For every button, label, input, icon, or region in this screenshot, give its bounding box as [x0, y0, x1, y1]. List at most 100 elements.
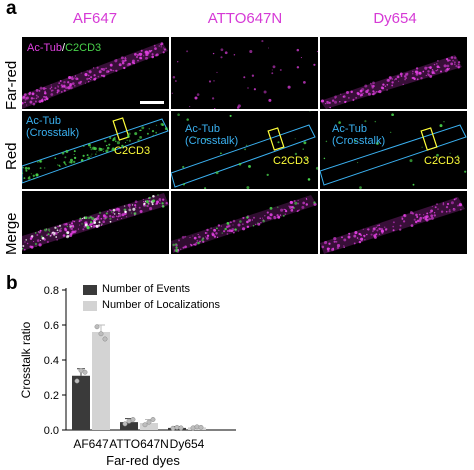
fluorescence-spot	[65, 235, 69, 239]
fluorescence-spot	[288, 205, 290, 207]
fluorescence-spot	[39, 159, 43, 163]
image-merge-af647	[22, 191, 169, 254]
fluorescence-spot	[348, 97, 350, 99]
fluorescence-spot	[93, 224, 96, 228]
fluorescence-spot	[34, 232, 37, 234]
data-point	[126, 418, 132, 424]
fluorescence-spot	[89, 216, 92, 219]
row-label-red: Red	[3, 142, 20, 170]
data-point	[146, 419, 152, 425]
fluorescence-spot	[189, 106, 191, 108]
fluorescence-spot	[37, 231, 40, 233]
fluorescence-spot	[333, 240, 336, 243]
fluorescence-spot	[386, 83, 389, 86]
fluorescence-spot	[394, 79, 396, 81]
speckle-group	[323, 113, 467, 189]
fluorescence-spot	[208, 80, 212, 83]
fluorescence-spot	[121, 61, 125, 65]
fluorescence-spot	[339, 93, 342, 96]
fluorescence-spot	[391, 78, 394, 80]
fluorescence-spot	[205, 236, 207, 238]
fluorescence-spot	[23, 248, 26, 251]
fluorescence-spot	[211, 97, 215, 100]
fluorescence-spot	[69, 228, 71, 230]
fluorescence-spot	[436, 69, 439, 71]
fluorescence-spot	[405, 77, 408, 79]
fluorescence-spot	[271, 69, 273, 71]
fluorescence-spot	[45, 97, 49, 101]
fluorescence-spot	[184, 245, 187, 249]
fluorescence-spot	[237, 230, 240, 232]
fluorescence-spot	[147, 202, 150, 205]
fluorescence-spot	[449, 152, 451, 154]
fluorescence-spot	[119, 212, 122, 215]
fluorescence-spot	[106, 146, 110, 150]
fluorescence-spot	[210, 227, 212, 229]
cilium-red-dy654	[320, 113, 467, 189]
fluorescence-spot	[201, 237, 205, 240]
image-red-dy654: Ac-Tub (Crosstalk) C2CD3	[320, 111, 467, 189]
fluorescence-spot	[24, 166, 28, 170]
fluorescence-spot	[71, 220, 74, 222]
fluorescence-spot	[333, 237, 337, 241]
fluorescence-spot	[244, 148, 246, 151]
fluorescence-spot	[126, 134, 130, 138]
x-tick-label: AF647	[73, 437, 109, 451]
fluorescence-spot	[175, 246, 178, 249]
fluorescence-spot	[177, 239, 181, 242]
fluorescence-spot	[184, 235, 187, 238]
fluorescence-spot	[425, 218, 429, 222]
fluorescence-spot	[375, 233, 378, 236]
fluorescence-spot	[279, 214, 282, 216]
fluorescence-spot	[66, 225, 68, 227]
fluorescence-spot	[307, 178, 311, 181]
fluorescence-spot	[411, 70, 414, 73]
fluorescence-spot	[186, 118, 189, 121]
fluorescence-spot	[283, 208, 285, 211]
fluorescence-spot	[101, 223, 103, 225]
fluorescence-spot	[429, 67, 432, 69]
fluorescence-spot	[457, 204, 459, 207]
fluorescence-spot	[49, 87, 52, 90]
fluorescence-spot	[79, 80, 83, 83]
fluorescence-spot	[26, 104, 28, 106]
fluorescence-spot	[446, 202, 450, 206]
fluorescence-spot	[418, 71, 422, 75]
fluorescence-spot	[73, 220, 76, 223]
fluorescence-spot	[453, 198, 456, 201]
fluorescence-spot	[156, 200, 159, 204]
fluorescence-spot	[415, 213, 418, 217]
fluorescence-spot	[442, 203, 445, 206]
fluorescence-spot	[385, 227, 388, 231]
fluorescence-spot	[73, 156, 77, 160]
fluorescence-spot	[91, 153, 93, 155]
fluorescence-spot	[455, 197, 458, 200]
fluorescence-spot	[115, 215, 118, 217]
fluorescence-spot	[420, 76, 423, 80]
fluorescence-spot	[102, 74, 106, 78]
fluorescence-spot	[34, 242, 38, 246]
fluorescence-spot	[387, 78, 390, 82]
fluorescence-spot	[80, 158, 84, 162]
fluorescence-spot	[269, 213, 273, 217]
fluorescence-spot	[309, 111, 311, 112]
fluorescence-spot	[82, 228, 85, 231]
fluorescence-spot	[194, 243, 197, 246]
fluorescence-spot	[334, 100, 337, 104]
fluorescence-spot	[419, 216, 422, 219]
fluorescence-spot	[23, 177, 26, 180]
fluorescence-spot	[142, 198, 144, 200]
fluorescence-spot	[31, 92, 35, 96]
fluorescence-spot	[73, 150, 76, 153]
fluorescence-spot	[160, 46, 162, 48]
fluorescence-spot	[89, 221, 93, 224]
fluorescence-spot	[141, 126, 145, 130]
fluorescence-spot	[230, 221, 232, 223]
fluorescence-spot	[102, 148, 105, 150]
fluorescence-spot	[50, 89, 53, 92]
image-farred-af647: Ac-Tub/C2CD3	[22, 37, 169, 109]
fluorescence-spot	[161, 202, 164, 205]
fluorescence-spot	[196, 239, 199, 242]
fluorescence-spot	[440, 210, 444, 213]
fluorescence-spot	[372, 227, 376, 231]
